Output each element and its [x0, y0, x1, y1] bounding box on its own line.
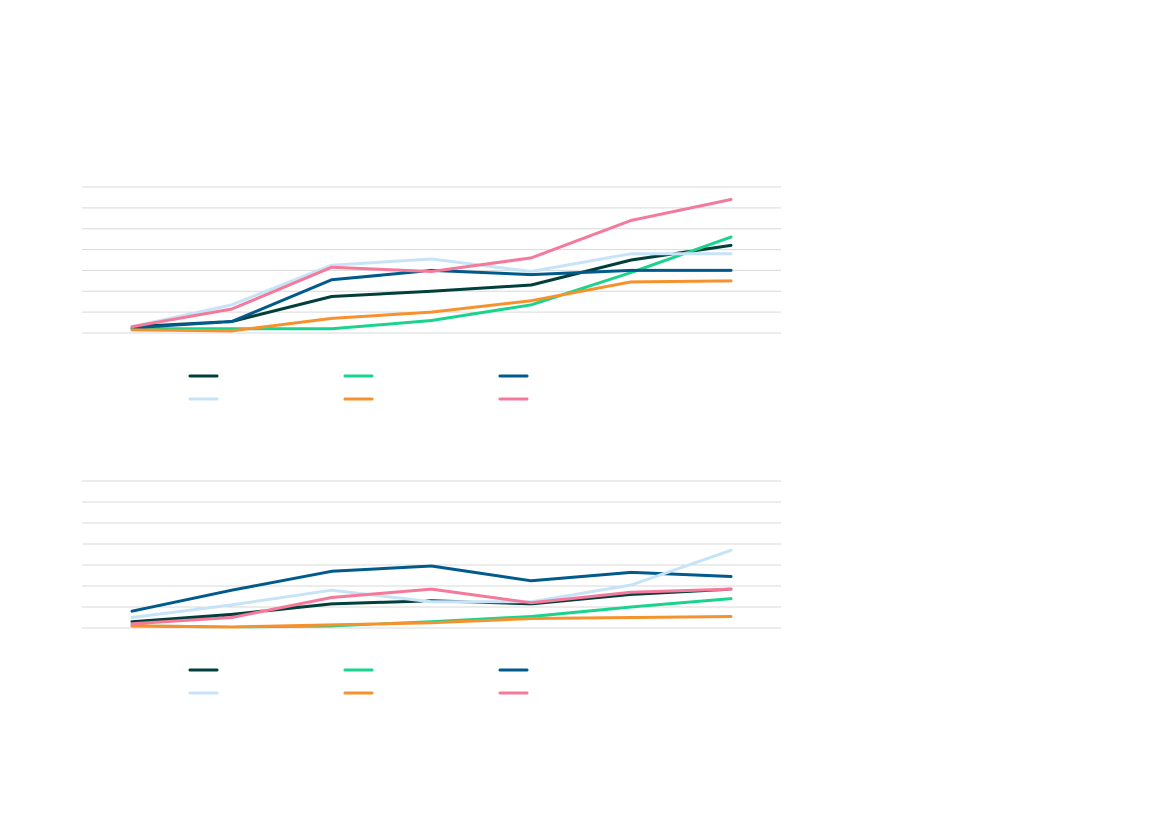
chart-2: [82, 480, 781, 695]
gridlines: [82, 480, 781, 629]
series-line-4: [130, 548, 733, 619]
series-line-6: [130, 587, 733, 626]
chart-1: [82, 186, 781, 401]
series-line-5: [130, 279, 733, 333]
series-line-3: [130, 564, 733, 613]
series-lines: [130, 548, 733, 629]
series-line-4: [130, 252, 733, 329]
series-line-6: [130, 198, 733, 329]
series-line-2: [130, 235, 733, 331]
legend: [188, 668, 529, 695]
series-line-5: [130, 615, 733, 629]
series-lines: [130, 198, 733, 333]
legend: [188, 374, 529, 401]
